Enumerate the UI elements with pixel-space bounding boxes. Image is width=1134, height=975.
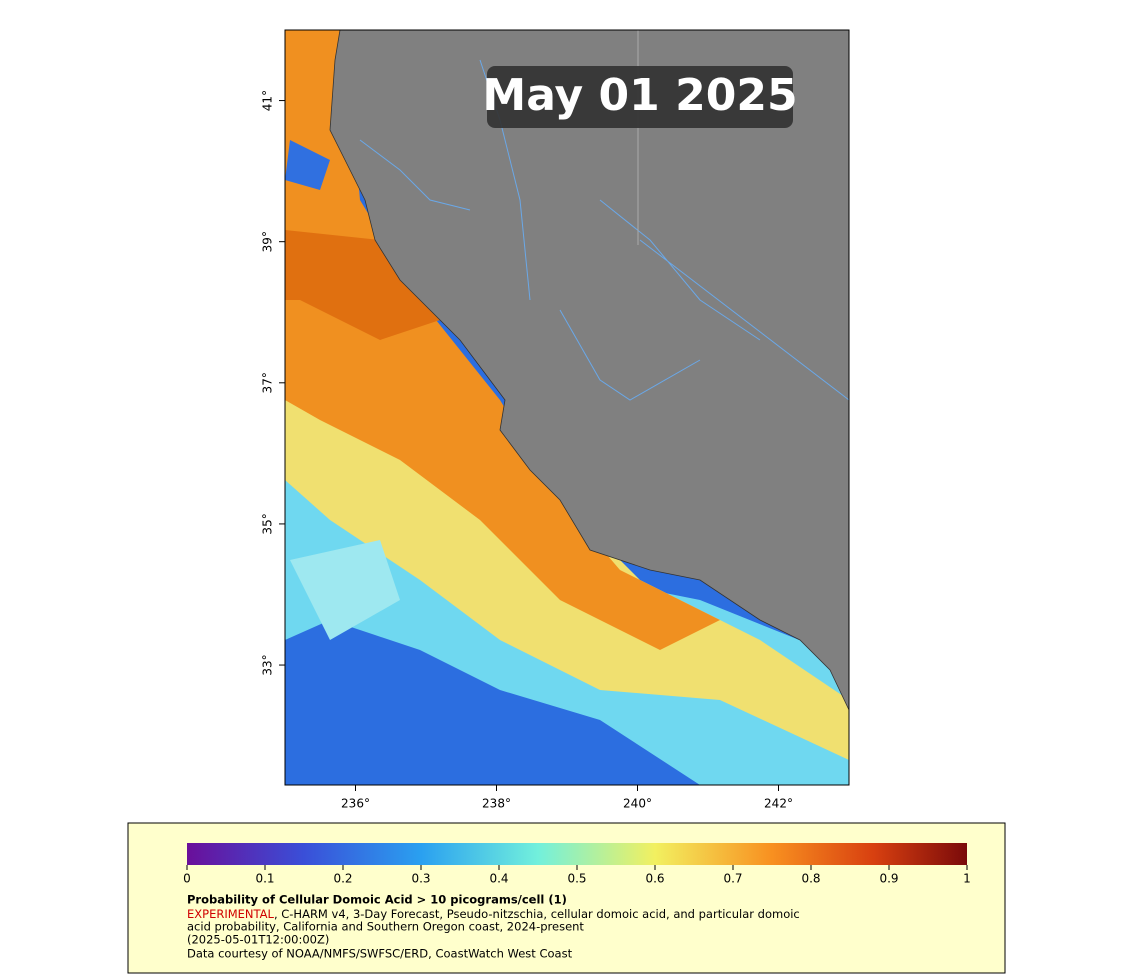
x-tick-label: 240° xyxy=(623,797,652,811)
colorbar-tick-label: 0.2 xyxy=(333,872,352,886)
legend-line: acid probability, California and Souther… xyxy=(187,920,584,934)
y-tick-label: 37° xyxy=(261,372,275,393)
colorbar-tick-label: 0.8 xyxy=(801,872,820,886)
colorbar-tick-label: 0.5 xyxy=(567,872,586,886)
y-tick-label: 39° xyxy=(261,231,275,252)
x-tick-label: 238° xyxy=(482,797,511,811)
x-tick-label: 236° xyxy=(341,797,370,811)
x-tick-label: 242° xyxy=(764,797,793,811)
legend-flag: EXPERIMENTAL xyxy=(187,907,275,921)
colorbar-tick-label: 0.3 xyxy=(411,872,430,886)
colorbar-tick-label: 0.4 xyxy=(489,872,508,886)
colorbar-tick-label: 0 xyxy=(183,872,191,886)
y-tick-label: 41° xyxy=(261,90,275,111)
legend-line: (2025-05-01T12:00:00Z) xyxy=(187,933,329,947)
date-badge: May 01 2025 xyxy=(482,66,798,128)
colorbar-tick-label: 0.7 xyxy=(723,872,742,886)
date-label: May 01 2025 xyxy=(482,70,797,121)
map-image xyxy=(285,30,849,785)
y-tick-label: 33° xyxy=(261,654,275,675)
legend-line: EXPERIMENTAL, C-HARM v4, 3-Day Forecast,… xyxy=(187,907,800,921)
map-frame xyxy=(284,29,850,786)
y-tick-label: 35° xyxy=(261,513,275,534)
legend-line: Data courtesy of NOAA/NMFS/SWFSC/ERD, Co… xyxy=(187,947,573,961)
colorbar xyxy=(187,843,967,865)
colorbar-tick-label: 0.1 xyxy=(255,872,274,886)
colorbar-tick-label: 0.6 xyxy=(645,872,664,886)
colorbar-tick-label: 1 xyxy=(963,872,971,886)
legend-line-text: , C-HARM v4, 3-Day Forecast, Pseudo-nitz… xyxy=(274,907,800,921)
colorbar-tick-label: 0.9 xyxy=(879,872,898,886)
legend-title: Probability of Cellular Domoic Acid > 10… xyxy=(187,893,567,907)
